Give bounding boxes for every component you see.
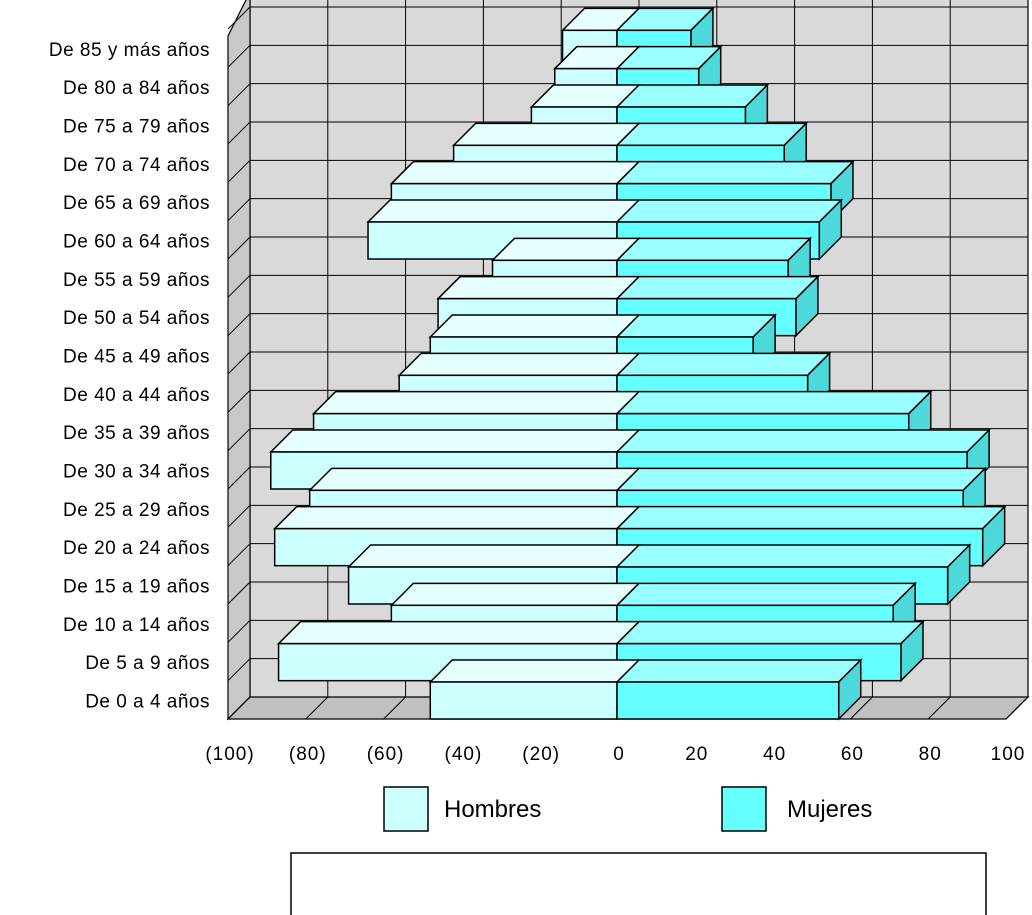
- side-grid-line: [227, 159, 251, 183]
- floor-grid-line: [850, 696, 873, 720]
- floor-grid-line: [927, 696, 951, 720]
- side-grid-line: [227, 351, 251, 375]
- side-grid-line: [227, 83, 251, 107]
- category-label: De 25 a 29 años: [63, 500, 210, 521]
- side-grid-line: [227, 6, 251, 30]
- category-label: De 35 a 39 años: [63, 423, 210, 444]
- category-label: De 10 a 14 años: [63, 615, 210, 636]
- x-tick-labels: (100) (80) (60) (40) (20) 0 20 40 60 80 100: [205, 744, 1026, 765]
- x-tick-label: (80): [289, 744, 327, 765]
- side-grid-line: [227, 581, 251, 605]
- side-grid-line: [227, 543, 251, 567]
- x-tick-label: 20: [685, 744, 708, 765]
- legend-label-hombres: Hombres: [444, 796, 541, 823]
- floor-grid-line: [305, 696, 329, 720]
- side-grid-line: [227, 389, 251, 413]
- x-tick-label: 40: [763, 744, 786, 765]
- x-tick-label: 60: [841, 744, 864, 765]
- category-label: De 20 a 24 años: [63, 538, 210, 559]
- side-grid-line: [227, 44, 251, 68]
- side-grid-line: [227, 121, 251, 145]
- category-label: De 0 a 4 años: [85, 692, 210, 713]
- legend: Hombres Mujeres: [290, 786, 987, 915]
- side-grid-line: [227, 504, 251, 528]
- side-grid-line: [227, 619, 251, 643]
- x-tick-label: 80: [919, 744, 942, 765]
- legend-swatch-mujeres: [721, 786, 767, 832]
- category-labels: De 0 a 4 años De 5 a 9 años De 10 a 14 año…: [49, 40, 210, 713]
- side-grid-line: [227, 198, 251, 222]
- side-grid-line: [227, 274, 251, 298]
- side-grid-line: [227, 696, 251, 720]
- floor-grid-line: [383, 696, 406, 720]
- side-grid-line: [227, 313, 251, 337]
- bar-mujeres-0: [615, 658, 863, 721]
- legend-label-mujeres: Mujeres: [787, 796, 872, 823]
- category-label: De 50 a 54 años: [63, 308, 210, 329]
- bar-hombres-0: [428, 659, 641, 720]
- category-label: De 5 a 9 años: [85, 653, 210, 674]
- side-grid-line: [227, 236, 251, 260]
- side-grid-line: [227, 658, 251, 682]
- category-label: De 45 a 49 años: [63, 347, 210, 368]
- side-wall: [227, 0, 251, 721]
- category-label: De 85 y más años: [49, 40, 210, 61]
- category-label: De 75 a 79 años: [63, 117, 210, 138]
- x-tick-label: (60): [367, 744, 405, 765]
- category-label: De 60 a 64 años: [63, 232, 210, 253]
- chart-bars: [268, 6, 1007, 721]
- category-label: De 30 a 34 años: [63, 462, 210, 483]
- category-label: De 55 a 59 años: [63, 270, 210, 291]
- x-tick-label: (100): [205, 744, 254, 765]
- x-tick-label: (20): [522, 744, 560, 765]
- x-tick-label: (40): [445, 744, 483, 765]
- side-grid-line: [227, 466, 251, 490]
- legend-swatch-hombres: [383, 786, 429, 832]
- side-grid-line: [227, 428, 251, 452]
- category-label: De 70 a 74 años: [63, 155, 210, 176]
- x-tick-label: 0: [613, 744, 625, 765]
- x-tick-label: 100: [991, 744, 1026, 765]
- floor-grid-line: [1005, 696, 1029, 720]
- category-label: De 40 a 44 años: [63, 385, 210, 406]
- category-label: De 80 a 84 años: [63, 78, 210, 99]
- legend-box: [290, 852, 987, 915]
- category-label: De 15 a 19 años: [63, 577, 210, 598]
- category-label: De 65 a 69 años: [63, 193, 210, 214]
